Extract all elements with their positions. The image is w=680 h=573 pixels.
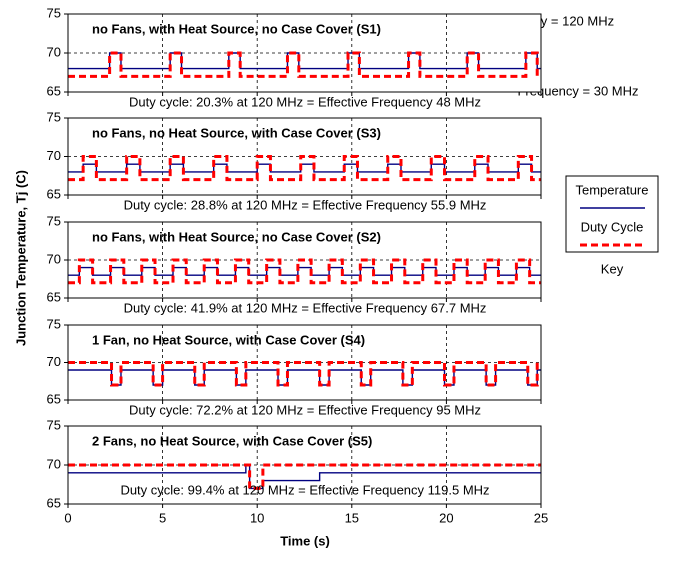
legend-label: Temperature (576, 182, 649, 197)
y-tick-label: 75 (47, 417, 61, 432)
series-line (68, 266, 541, 276)
y-tick-label: 70 (47, 148, 61, 163)
x-tick-label: 5 (159, 510, 166, 525)
panel-note: Duty cycle: 99.4% at 120 MHz = Effective… (120, 482, 489, 497)
y-tick-label: 70 (47, 44, 61, 59)
x-tick-label: 20 (439, 510, 453, 525)
legend-box (565, 175, 659, 253)
plot-frame (67, 117, 542, 196)
y-tick-label: 70 (47, 354, 61, 369)
x-tick-label: 25 (534, 510, 548, 525)
y-tick-label: 70 (47, 251, 61, 266)
x-axis-label: Time (s) (280, 533, 330, 548)
plot-frame (67, 13, 542, 93)
series-line (68, 51, 541, 78)
y-tick-label: 75 (47, 316, 61, 331)
panel-note: Duty cycle: 20.3% at 120 MHz = Effective… (129, 94, 481, 109)
x-tick-label: 15 (345, 510, 359, 525)
x-tick-label: 10 (250, 510, 264, 525)
panel-note: Duty cycle: 72.2% at 120 MHz = Effective… (129, 402, 481, 417)
annotation: Frequency = 30 MHz (517, 83, 638, 98)
y-axis-label: Junction Temperature, Tj (C) (13, 170, 28, 346)
y-tick-label: 65 (47, 186, 61, 201)
y-tick-label: 65 (47, 83, 61, 98)
x-tick-label: 0 (64, 510, 71, 525)
y-tick-label: 65 (47, 391, 61, 406)
series-line (68, 52, 541, 70)
legend-title: Key (601, 261, 624, 276)
plot-frame (67, 221, 542, 299)
plot-frame (67, 324, 542, 401)
panel-note: Duty cycle: 41.9% at 120 MHz = Effective… (124, 300, 487, 315)
y-tick-label: 75 (47, 5, 61, 20)
y-tick-label: 65 (47, 289, 61, 304)
y-tick-label: 65 (47, 495, 61, 510)
panel-title: no Fans, no Heat Source, with Case Cover… (92, 125, 381, 140)
plot-frame (67, 425, 542, 505)
panel-title: 2 Fans, no Heat Source, with Case Cover … (92, 433, 372, 448)
y-tick-label: 75 (47, 109, 61, 124)
panel-note: Duty cycle: 28.8% at 120 MHz = Effective… (124, 197, 487, 212)
series-line (68, 163, 541, 173)
y-tick-label: 75 (47, 213, 61, 228)
y-tick-label: 70 (47, 456, 61, 471)
series-line (68, 258, 541, 285)
panel-title: no Fans, with Heat Source, no Case Cover… (92, 21, 381, 36)
panel-title: no Fans, with Heat Source, no Case Cover… (92, 229, 381, 244)
legend-label: Duty Cycle (581, 219, 644, 234)
panel-title: 1 Fan, no Heat Source, with Case Cover (… (92, 332, 365, 347)
series-line (68, 463, 541, 490)
